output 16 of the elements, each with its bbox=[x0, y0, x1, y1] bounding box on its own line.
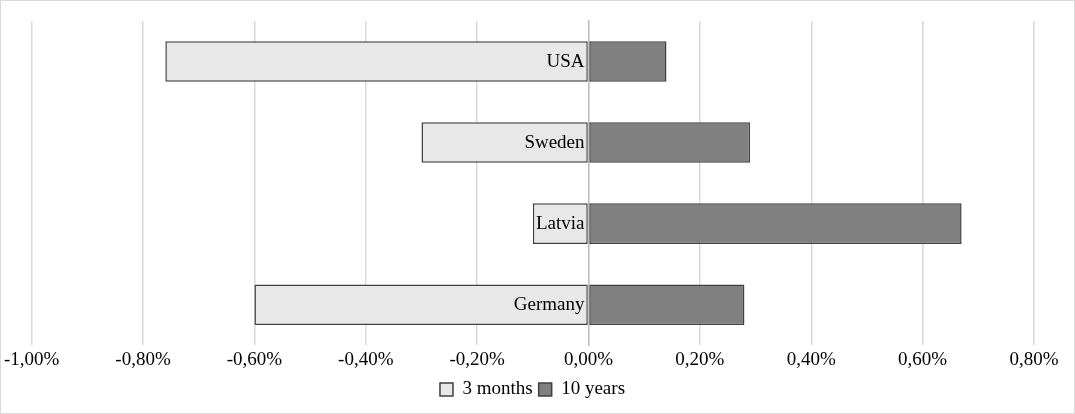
legend-label: 3 months bbox=[462, 377, 533, 399]
x-tick-label: 0,40% bbox=[786, 347, 836, 369]
y-tick-label: Germany bbox=[513, 292, 586, 314]
x-tick-label: -1,00% bbox=[4, 347, 60, 369]
x-tick-label: 0,20% bbox=[675, 347, 725, 369]
x-tick-label: -0,80% bbox=[115, 347, 171, 369]
y-tick-label: Sweden bbox=[524, 130, 586, 152]
x-tick-label: 0,60% bbox=[898, 347, 948, 369]
x-tick-label: -0,20% bbox=[449, 347, 506, 369]
y-tick-label: Latvia bbox=[536, 211, 586, 233]
x-tick-label: 0,80% bbox=[1009, 347, 1059, 369]
x-tick-label: -0,60% bbox=[226, 347, 283, 369]
x-tick-label: 0,00% bbox=[564, 347, 614, 369]
legend-label: 10 years bbox=[561, 377, 626, 399]
y-tick-label: USA bbox=[546, 49, 585, 71]
x-tick-label: -0,40% bbox=[338, 347, 394, 369]
